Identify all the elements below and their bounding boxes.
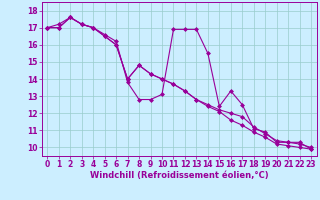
X-axis label: Windchill (Refroidissement éolien,°C): Windchill (Refroidissement éolien,°C) (90, 171, 268, 180)
